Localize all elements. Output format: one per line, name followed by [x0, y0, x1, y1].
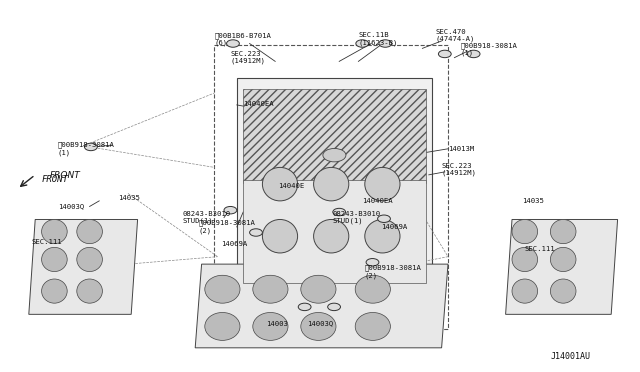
Ellipse shape [42, 279, 67, 303]
Circle shape [356, 40, 369, 47]
Ellipse shape [253, 312, 288, 340]
Text: 14003Q: 14003Q [307, 321, 333, 327]
Text: 14040E: 14040E [278, 183, 305, 189]
Ellipse shape [253, 275, 288, 303]
Text: SEC.111: SEC.111 [525, 246, 556, 252]
Text: SEC.470
(47474-A): SEC.470 (47474-A) [435, 29, 475, 42]
Ellipse shape [42, 247, 67, 272]
Text: 14003Q: 14003Q [58, 203, 84, 209]
Ellipse shape [365, 167, 400, 201]
Circle shape [323, 148, 346, 162]
Ellipse shape [314, 167, 349, 201]
Circle shape [250, 229, 262, 236]
Text: SEC.223
(14912M): SEC.223 (14912M) [230, 51, 266, 64]
Circle shape [378, 215, 390, 222]
Text: SEC.223
(14912M): SEC.223 (14912M) [442, 163, 477, 176]
Bar [243, 89, 426, 183]
Text: Ⓡ00B918-3081A
(2): Ⓡ00B918-3081A (2) [198, 220, 255, 234]
Ellipse shape [550, 247, 576, 272]
Ellipse shape [205, 275, 240, 303]
Ellipse shape [512, 247, 538, 272]
Ellipse shape [355, 275, 390, 303]
Ellipse shape [42, 219, 67, 244]
Text: FRONT: FRONT [42, 175, 68, 184]
Text: 14013M: 14013M [448, 146, 474, 152]
Circle shape [328, 303, 340, 311]
Bar [214, 45, 448, 329]
Text: Ⓡ00B1B6-B701A
(6): Ⓡ00B1B6-B701A (6) [214, 32, 271, 46]
Text: 14003: 14003 [266, 321, 287, 327]
Polygon shape [237, 78, 432, 298]
Ellipse shape [355, 312, 390, 340]
Ellipse shape [512, 219, 538, 244]
Ellipse shape [301, 312, 336, 340]
Ellipse shape [365, 219, 400, 253]
Polygon shape [29, 219, 138, 314]
Text: 14035: 14035 [118, 195, 140, 201]
Text: J14001AU: J14001AU [550, 352, 590, 361]
Ellipse shape [77, 279, 102, 303]
Text: 14035: 14035 [522, 198, 543, 204]
Bar [243, 180, 426, 283]
Ellipse shape [512, 279, 538, 303]
Circle shape [467, 50, 480, 58]
Text: Ⓡ00B918-3081A
(1): Ⓡ00B918-3081A (1) [58, 142, 115, 156]
Text: 14040EA: 14040EA [362, 198, 392, 204]
Polygon shape [506, 219, 618, 314]
Circle shape [227, 40, 239, 47]
Polygon shape [195, 264, 448, 348]
Circle shape [438, 50, 451, 58]
Text: 14040EA: 14040EA [243, 101, 274, 107]
Ellipse shape [77, 247, 102, 272]
Ellipse shape [262, 167, 298, 201]
Circle shape [379, 40, 392, 47]
Ellipse shape [301, 275, 336, 303]
Circle shape [333, 208, 346, 216]
Text: SEC.111: SEC.111 [32, 239, 63, 245]
Circle shape [366, 259, 379, 266]
Text: Ⓡ00B918-3081A
(1): Ⓡ00B918-3081A (1) [461, 42, 518, 56]
Circle shape [84, 143, 97, 151]
Ellipse shape [550, 219, 576, 244]
Ellipse shape [550, 279, 576, 303]
Ellipse shape [262, 219, 298, 253]
Text: 14069A: 14069A [381, 224, 407, 230]
Text: 08243-B3010
STUD(1): 08243-B3010 STUD(1) [182, 211, 230, 224]
Text: 14069A: 14069A [221, 241, 247, 247]
Text: Ⓡ00B918-3081A
(2): Ⓡ00B918-3081A (2) [365, 264, 422, 279]
Ellipse shape [77, 219, 102, 244]
Text: 08243-B3010
STUD(1): 08243-B3010 STUD(1) [333, 211, 381, 224]
Circle shape [224, 206, 237, 214]
Ellipse shape [205, 312, 240, 340]
Text: FRONT: FRONT [49, 171, 80, 180]
Ellipse shape [314, 219, 349, 253]
Text: SEC.11B
(11623-B): SEC.11B (11623-B) [358, 32, 398, 46]
Circle shape [298, 303, 311, 311]
